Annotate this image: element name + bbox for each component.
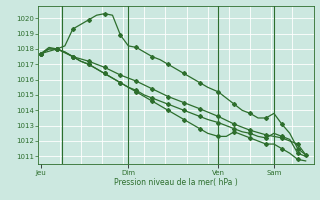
X-axis label: Pression niveau de la mer( hPa ): Pression niveau de la mer( hPa ) — [114, 178, 238, 187]
